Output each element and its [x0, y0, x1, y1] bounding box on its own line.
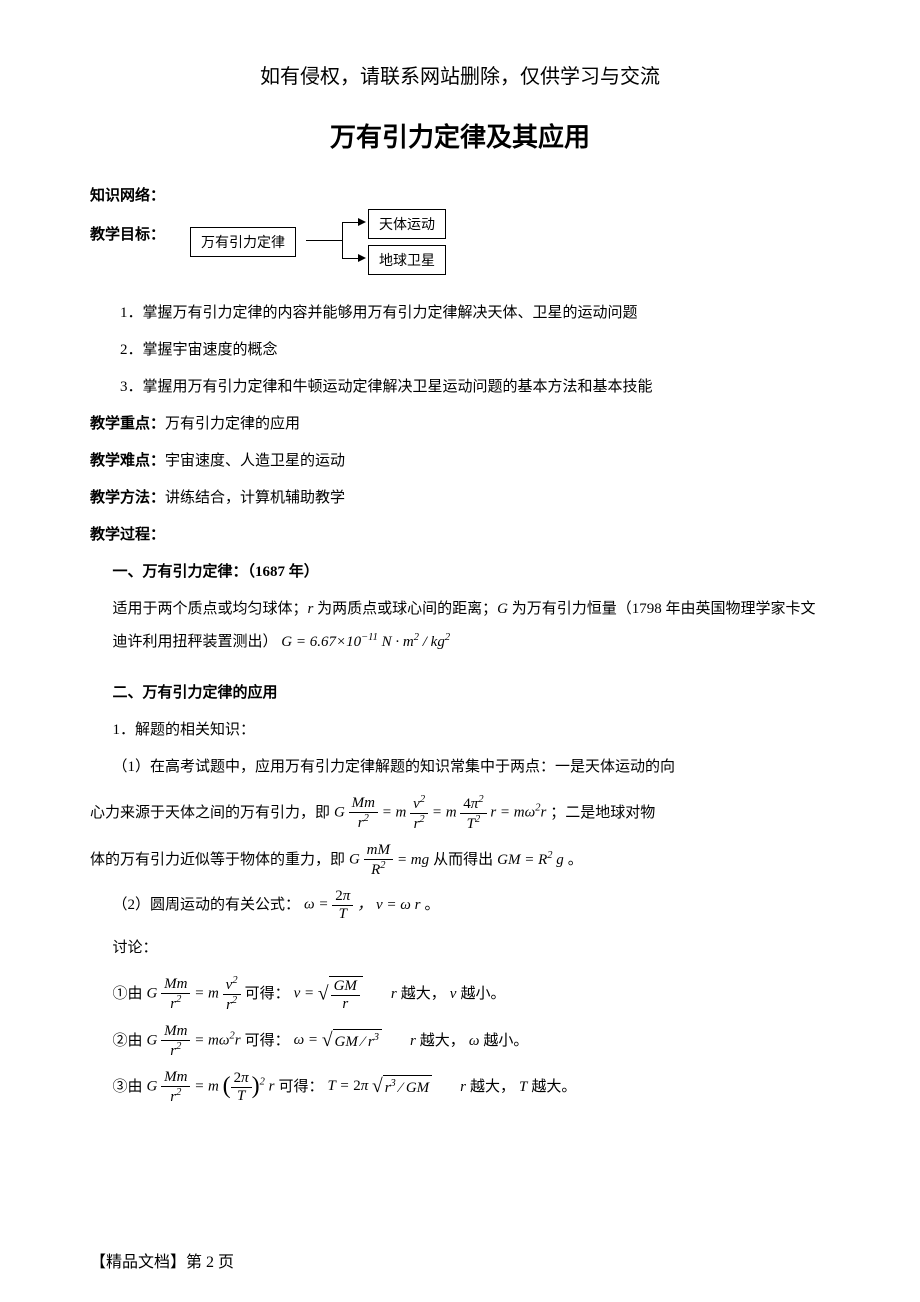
- text: 从而得出: [433, 850, 493, 871]
- heading-2: 二、万有引力定律的应用: [90, 677, 830, 710]
- text: −11: [361, 632, 378, 643]
- arrow-icon: [358, 254, 366, 262]
- paragraph: 适用于两个质点或均匀球体；r 为两质点或球心间的距离；G 为万有引力恒量（179…: [90, 593, 830, 659]
- page: 如有侵权，请联系网站删除，仅供学习与交流 万有引力定律及其应用 知识网络： 教学…: [0, 0, 920, 1302]
- formula-line-3: （2）圆周运动的有关公式： ω = 2πT ， v = ω r。: [90, 888, 830, 922]
- diagram-box-top: 天体运动: [368, 209, 446, 239]
- knowledge-diagram: 教学目标： 万有引力定律 天体运动 地球卫星: [90, 213, 830, 293]
- g-constant-formula: G = 6.67×10−11 N · m2 / kg2: [281, 634, 450, 650]
- section-goals-label: 教学目标：: [90, 223, 165, 244]
- text: r: [410, 1031, 416, 1052]
- text: / kg: [419, 634, 445, 650]
- text: 为两质点或球心间的距离；: [317, 601, 497, 617]
- text: 。: [424, 895, 439, 916]
- text: G = 6.67×10: [281, 634, 361, 650]
- diagram-line: [342, 222, 343, 258]
- formula: ω = √GM ⁄ r3: [294, 1027, 382, 1054]
- focus-line: 教学重点：万有引力定律的应用: [90, 408, 830, 441]
- text: 可得：: [245, 984, 290, 1005]
- arrow-icon: [358, 218, 366, 226]
- formula: GM = R2 g: [497, 849, 564, 871]
- discussion-2: ②由 G Mmr2 = mω2r 可得： ω = √GM ⁄ r3 r 越大， …: [90, 1023, 830, 1059]
- discuss-label: 讨论：: [90, 932, 830, 965]
- formula: G Mmr2 = m v2r2: [147, 975, 241, 1013]
- text: ③由: [113, 1077, 143, 1098]
- focus-label: 教学重点：: [90, 416, 165, 432]
- goal-item: 1．掌握万有引力定律的内容并能够用万有引力定律解决天体、卫星的运动问题: [90, 297, 830, 330]
- process-label: 教学过程：: [90, 519, 830, 552]
- formula-line-1: 心力来源于天体之间的万有引力，即 G Mmr2 = m v2r2 = m 4π2…: [90, 794, 830, 832]
- text: N · m: [382, 634, 414, 650]
- difficulty-label: 教学难点：: [90, 453, 165, 469]
- text: ②由: [113, 1031, 143, 1052]
- text: 越小。: [483, 1031, 528, 1052]
- formula: G Mmr2 = mω2r: [147, 1023, 241, 1059]
- diagram-line: [306, 240, 342, 241]
- text: 越小。: [460, 984, 505, 1005]
- goal-item: 2．掌握宇宙速度的概念: [90, 334, 830, 367]
- formula: v = √GMr: [294, 976, 363, 1012]
- discussion-3: ③由 G Mmr2 = m (2πT)2 r 可得： T = 2π √r3 ⁄ …: [90, 1069, 830, 1105]
- goal-item: 3．掌握用万有引力定律和牛顿运动定律解决卫星运动问题的基本方法和基本技能: [90, 371, 830, 404]
- formula: G mMR2: [349, 842, 393, 878]
- text: 可得：: [245, 1031, 290, 1052]
- text: T: [519, 1077, 527, 1098]
- method-label: 教学方法：: [90, 490, 165, 506]
- text: ；二是地球对物: [550, 803, 655, 824]
- focus-text: 万有引力定律的应用: [165, 416, 300, 432]
- method-text: 讲练结合，计算机辅助教学: [165, 490, 345, 506]
- formula-line-2: 体的万有引力近似等于物体的重力，即 G mMR2 = mg 从而得出 GM = …: [90, 842, 830, 878]
- page-footer: 【精品文档】第 2 页: [90, 1248, 234, 1272]
- text: 越大，: [401, 984, 446, 1005]
- text: r: [391, 984, 397, 1005]
- discussion-1: ①由 G Mmr2 = m v2r2 可得： v = √GMr r 越大， v …: [90, 975, 830, 1013]
- formula: T = 2π √r3 ⁄ GM: [328, 1073, 433, 1100]
- paragraph: （1）在高考试题中，应用万有引力定律解题的知识常集中于两点：一是天体运动的向: [90, 751, 830, 784]
- text: r: [460, 1077, 466, 1098]
- page-title: 万有引力定律及其应用: [90, 117, 830, 154]
- formula: G Mmr2 = m v2r2 = m 4π2T2 r = mω2r: [334, 794, 546, 832]
- method-line: 教学方法：讲练结合，计算机辅助教学: [90, 482, 830, 515]
- text: 越大。: [531, 1077, 576, 1098]
- text: 体的万有引力近似等于物体的重力，即: [90, 850, 345, 871]
- formula: G Mmr2 = m (2πT)2 r: [147, 1069, 275, 1105]
- text: ①由: [113, 984, 143, 1005]
- text: （2）圆周运动的有关公式：: [113, 895, 301, 916]
- text: ， v = ω r: [357, 895, 420, 916]
- diagram-box-bottom: 地球卫星: [368, 245, 446, 275]
- header-notice: 如有侵权，请联系网站删除，仅供学习与交流: [90, 60, 830, 89]
- difficulty-line: 教学难点：宇宙速度、人造卫星的运动: [90, 445, 830, 478]
- text: 心力来源于天体之间的万有引力，即: [90, 803, 330, 824]
- text: 可得：: [279, 1077, 324, 1098]
- diagram-box-left: 万有引力定律: [190, 227, 296, 257]
- text: = mg: [397, 850, 429, 871]
- section-network-label: 知识网络：: [90, 184, 830, 205]
- paragraph: 1．解题的相关知识：: [90, 714, 830, 747]
- text: 越大，: [470, 1077, 515, 1098]
- text: 。: [568, 850, 583, 871]
- text: 越大，: [420, 1031, 465, 1052]
- text: G: [497, 601, 512, 617]
- difficulty-text: 宇宙速度、人造卫星的运动: [165, 453, 345, 469]
- heading-1: 一、万有引力定律：（1687 年）: [90, 556, 830, 589]
- text: 适用于两个质点或均匀球体；: [113, 601, 308, 617]
- text: r: [308, 601, 318, 617]
- formula: ω = 2πT: [304, 888, 353, 922]
- text: ω: [469, 1031, 480, 1052]
- text: v: [450, 984, 457, 1005]
